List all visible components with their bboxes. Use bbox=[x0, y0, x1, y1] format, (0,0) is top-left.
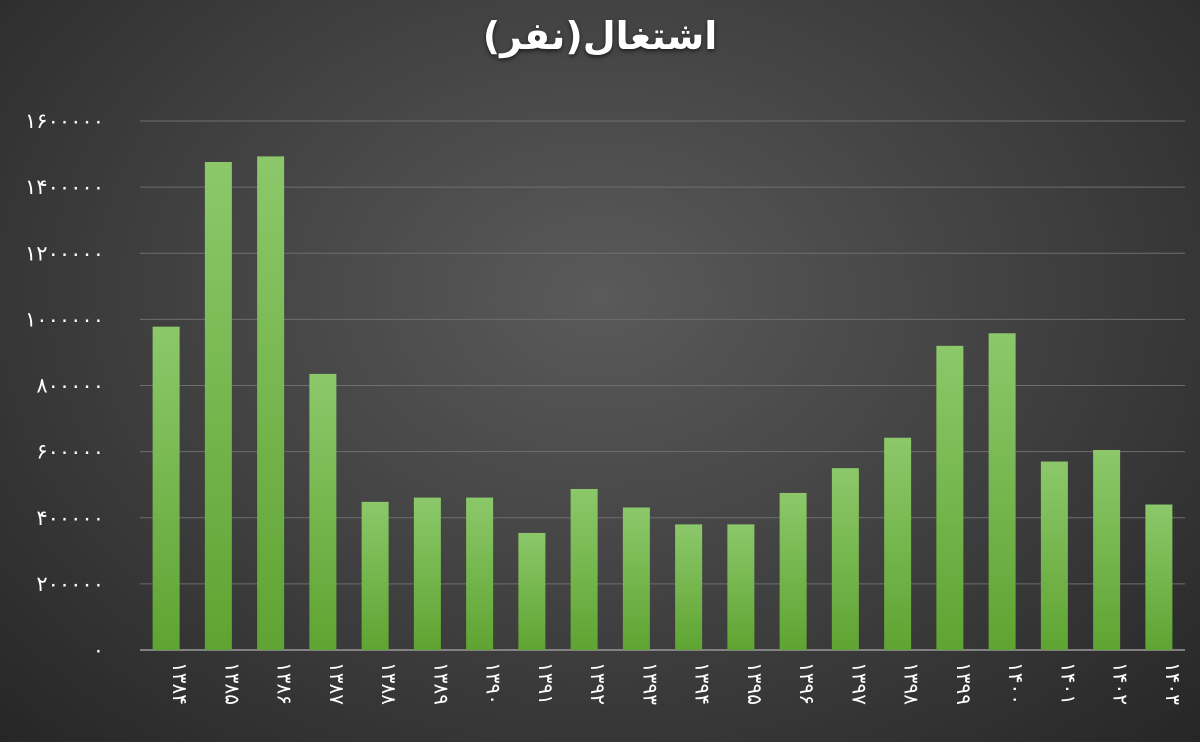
x-tick-label: ۱۳۸۸ bbox=[377, 662, 401, 705]
x-tick-label: ۱۳۸۵ bbox=[220, 662, 244, 705]
x-tick-label: ۱۳۸۹ bbox=[429, 662, 453, 705]
y-tick-label: ۱۲۰۰۰۰۰ bbox=[25, 241, 104, 265]
gridlines bbox=[140, 120, 1185, 651]
x-axis-ticks: ۱۳۸۴ ۱۳۸۵ ۱۳۸۶ ۱۳۸۷ ۱۳۸۸ ۱۳۸۹ ۱۳۹۰ ۱۳۹۱ ۱۳۹۲ ۱۳۹۳… bbox=[168, 662, 1185, 705]
bar bbox=[466, 497, 494, 650]
y-tick-label: ۱۶۰۰۰۰۰ bbox=[25, 109, 104, 133]
x-tick-label: ۱۳۸۴ bbox=[168, 662, 192, 705]
x-tick-label: ۱۳۹۶ bbox=[795, 662, 819, 705]
bar bbox=[779, 492, 807, 650]
bar bbox=[884, 437, 912, 650]
x-tick-label: ۱۳۹۵ bbox=[743, 662, 767, 705]
x-tick-label: ۱۳۹۰ bbox=[482, 662, 506, 705]
x-tick-label: ۱۴۰۲ bbox=[1109, 662, 1133, 705]
bar bbox=[361, 501, 389, 650]
bar bbox=[1040, 461, 1068, 650]
bar bbox=[675, 524, 703, 650]
x-tick-label: ۱۳۹۱ bbox=[534, 662, 558, 705]
bars bbox=[152, 156, 1173, 650]
bar bbox=[413, 497, 441, 650]
bar bbox=[622, 507, 650, 650]
bar bbox=[831, 468, 859, 650]
x-tick-label: ۱۳۸۶ bbox=[273, 662, 297, 705]
bar bbox=[936, 345, 964, 650]
x-tick-label: ۱۴۰۱ bbox=[1056, 662, 1080, 705]
y-tick-label: ۱۰۰۰۰۰۰ bbox=[25, 307, 104, 331]
bar bbox=[1093, 449, 1121, 650]
x-tick-label: ۱۴۰۰ bbox=[1004, 662, 1028, 705]
x-tick-label: ۱۳۸۷ bbox=[325, 662, 349, 705]
x-tick-label: ۱۳۹۳ bbox=[638, 662, 662, 705]
bar bbox=[727, 524, 755, 650]
bar bbox=[518, 532, 546, 650]
y-tick-label: ۲۰۰۰۰۰ bbox=[36, 572, 104, 596]
bar bbox=[257, 156, 285, 650]
y-tick-label: ۶۰۰۰۰۰ bbox=[36, 440, 104, 464]
y-tick-label: ۰ bbox=[93, 638, 104, 662]
bar bbox=[570, 488, 598, 650]
bar bbox=[152, 326, 180, 650]
x-tick-label: ۱۳۹۷ bbox=[847, 662, 871, 705]
bar bbox=[988, 333, 1016, 650]
y-tick-label: ۱۴۰۰۰۰۰ bbox=[25, 175, 104, 199]
x-tick-label: ۱۳۹۹ bbox=[952, 662, 976, 705]
bar bbox=[204, 161, 232, 650]
x-tick-label: ۱۳۹۸ bbox=[900, 662, 924, 705]
bar bbox=[1145, 504, 1173, 650]
x-tick-label: ۱۳۹۴ bbox=[691, 662, 715, 705]
chart-title: اشتغال(نفر) bbox=[482, 14, 718, 58]
y-tick-label: ۸۰۰۰۰۰ bbox=[36, 374, 104, 398]
bar bbox=[309, 373, 337, 650]
x-tick-label: ۱۳۹۲ bbox=[586, 662, 610, 705]
x-tick-label: ۱۴۰۳ bbox=[1161, 662, 1185, 705]
y-axis-ticks: ۰ ۲۰۰۰۰۰ ۴۰۰۰۰۰ ۶۰۰۰۰۰ ۸۰۰۰۰۰ ۱۰۰۰۰۰۰ ۱۲۰۰۰۰۰ ۱… bbox=[25, 109, 104, 662]
y-tick-label: ۴۰۰۰۰۰ bbox=[36, 506, 104, 530]
